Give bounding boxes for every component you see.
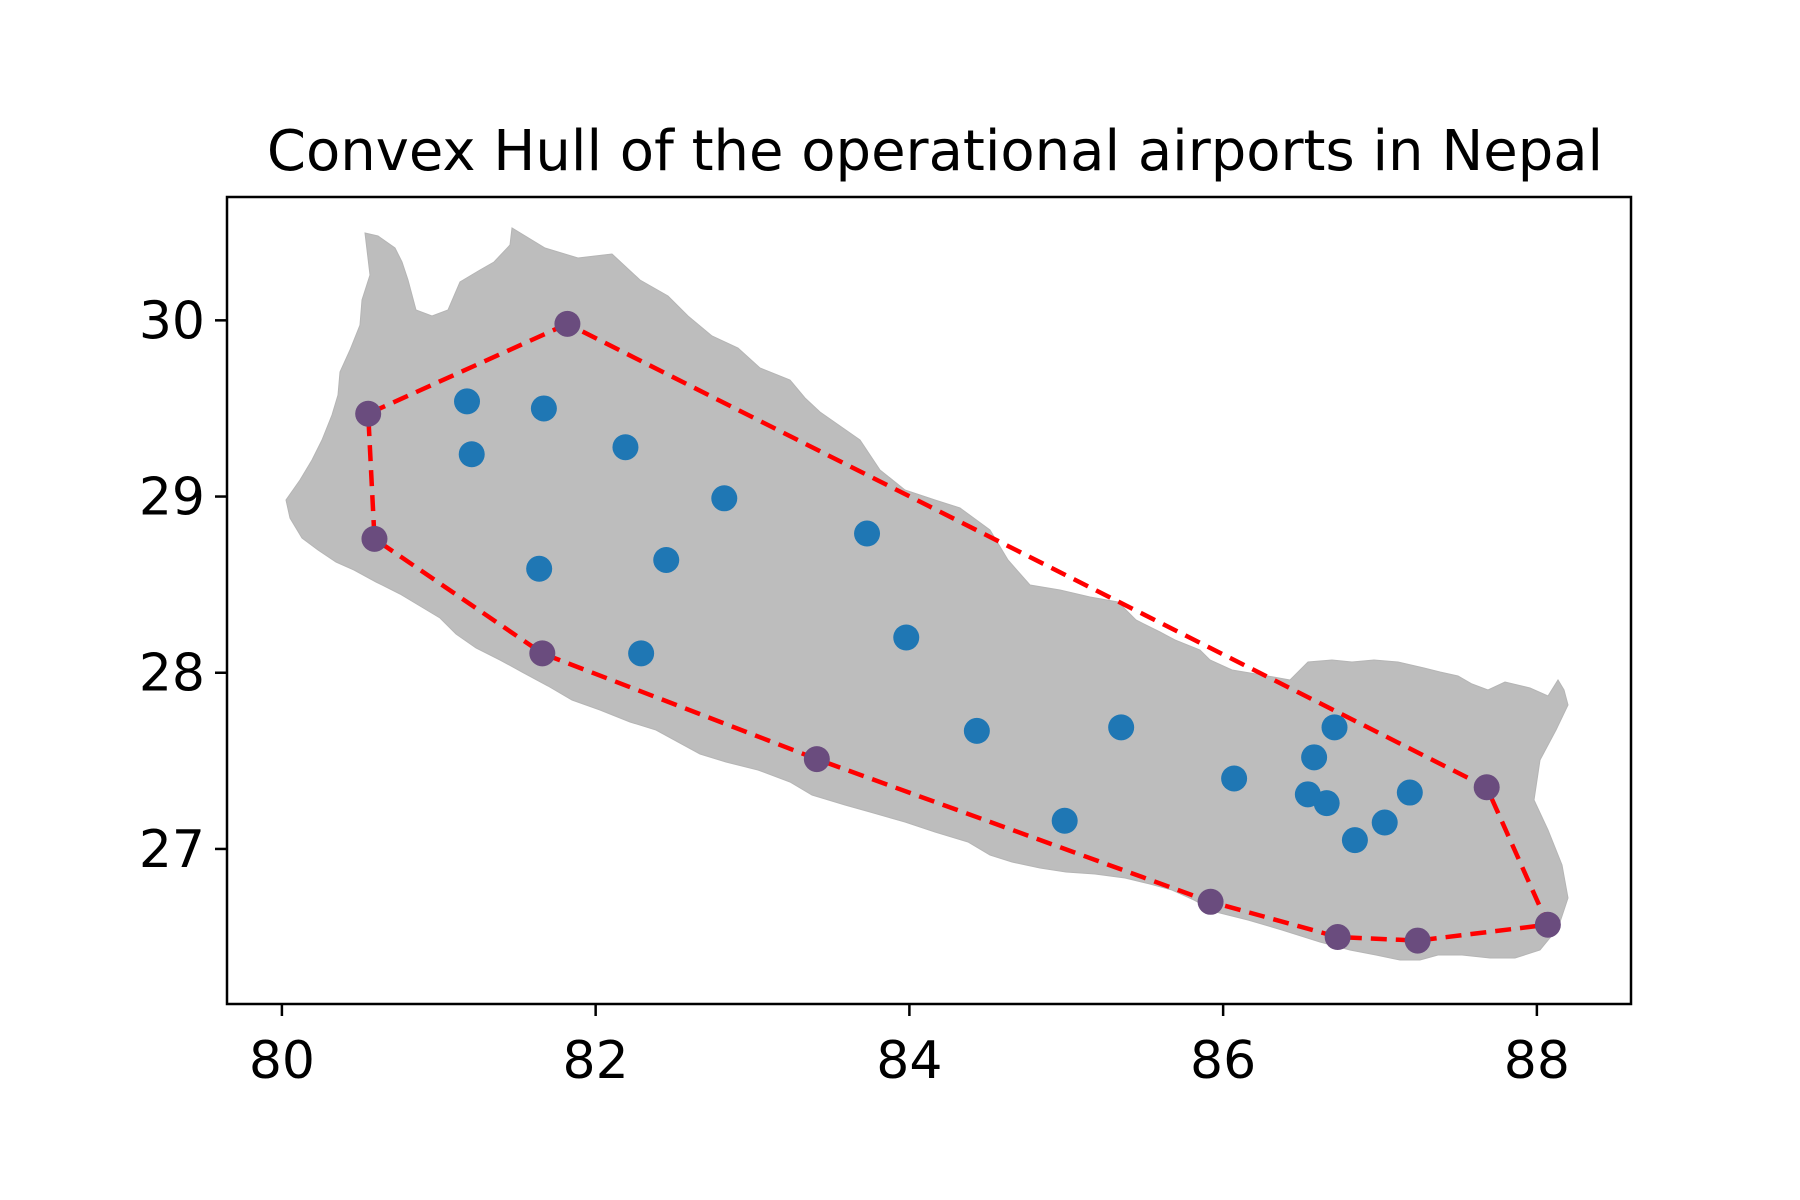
- chart-title: Convex Hull of the operational airports …: [267, 119, 1603, 184]
- hull-vertex-point: [803, 746, 830, 773]
- x-tick-label: 88: [1504, 1031, 1570, 1091]
- airport-point: [1221, 765, 1248, 792]
- hull-vertex-point: [529, 640, 556, 667]
- x-axis: 80 82 84 86 88: [249, 1004, 1570, 1091]
- airport-point: [711, 485, 738, 512]
- airport-point: [1341, 827, 1368, 854]
- x-tick-label: 86: [1190, 1031, 1256, 1091]
- hull-vertex-point: [361, 525, 388, 552]
- y-tick-label: 27: [139, 820, 205, 880]
- airport-point: [963, 717, 990, 744]
- plot-frame: [225, 195, 1633, 1006]
- airport-point: [653, 546, 680, 573]
- hull-vertex-point: [1197, 888, 1224, 915]
- airport-point: [1371, 809, 1398, 836]
- airport-point: [1108, 714, 1135, 741]
- airport-point: [1396, 779, 1423, 806]
- y-axis: 27 28 29 30: [139, 291, 227, 880]
- airport-point: [612, 434, 639, 461]
- hull-vertex-point: [1324, 924, 1351, 951]
- hull-vertex-points: [355, 310, 1561, 954]
- airport-point: [1321, 714, 1348, 741]
- hull-vertex-point: [1404, 927, 1431, 954]
- x-tick-label: 82: [563, 1031, 629, 1091]
- x-tick-label: 80: [249, 1031, 315, 1091]
- y-tick-label: 28: [139, 644, 205, 704]
- hull-vertex-point: [1534, 911, 1561, 938]
- airport-point: [526, 555, 553, 582]
- airport-point: [1301, 744, 1328, 771]
- airport-point: [1051, 807, 1078, 834]
- airport-point: [854, 520, 881, 547]
- airport-point: [893, 624, 920, 651]
- y-tick-label: 29: [139, 468, 205, 528]
- airport-point: [454, 388, 481, 415]
- hull-vertex-point: [1473, 774, 1500, 801]
- airport-point: [628, 640, 655, 667]
- nepal-map-region: [285, 227, 1569, 961]
- hull-vertex-point: [355, 400, 382, 427]
- airport-points: [454, 388, 1423, 854]
- hull-vertex-point: [554, 310, 581, 337]
- y-tick-label: 30: [139, 291, 205, 351]
- x-tick-label: 84: [876, 1031, 942, 1091]
- airport-point: [530, 395, 557, 422]
- airport-point: [1313, 790, 1340, 817]
- airport-point: [458, 441, 485, 468]
